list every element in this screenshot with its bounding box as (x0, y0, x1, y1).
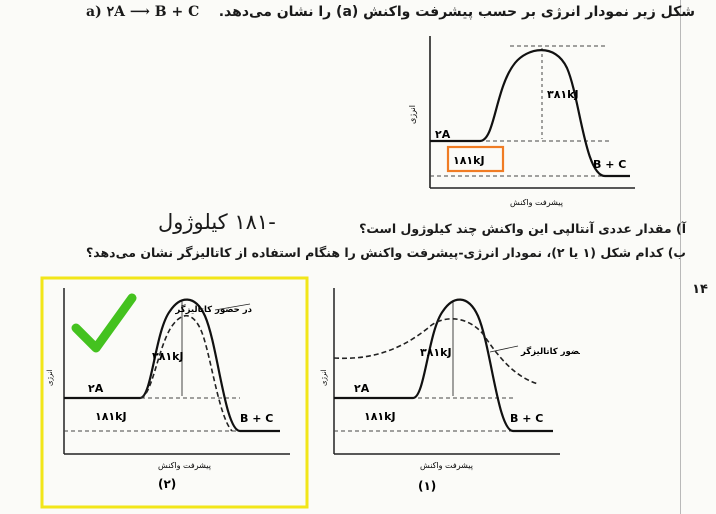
product-label: B + C (510, 412, 543, 425)
part-a-question: آ) مقدار عددی آنتالپی این واکنش چند کیلو… (359, 221, 686, 236)
x-axis-label: پیشرفت واکنش (158, 461, 211, 470)
enthalpy-label: ۱۸۱kJ (453, 154, 485, 167)
activation-energy-label: ۳۸۱kJ (420, 346, 452, 359)
x-axis-label: پیشرفت واکنش (420, 461, 473, 470)
chart-caption: (۱) (418, 479, 436, 493)
checkmark-icon (71, 293, 137, 353)
chart-caption: (۲) (158, 477, 176, 491)
reactant-label: ۲A (354, 382, 370, 395)
product-label: B + C (593, 158, 626, 171)
catalyst-label: در حضور کاتالیزگر (174, 304, 252, 315)
enthalpy-highlight-box (446, 145, 505, 173)
chart-2-catalyst-diagram: ۲A B + C ۳۸۱kJ ۱۸۱kJ در حضور کاتالیزگر ا… (40, 276, 309, 509)
catalyst-pointer (489, 345, 519, 353)
question-number: ۱۴ (692, 282, 708, 297)
catalyst-pointer (214, 303, 251, 311)
catalyzed-curve (139, 314, 233, 432)
energy-curve (430, 49, 630, 178)
question-header: a) ۲A ⟶ B + C شکل زیر نمودار انرژی بر حس… (86, 4, 695, 20)
enthalpy-label: ۱۸۱kJ (364, 410, 396, 423)
handwritten-answer: -۱۸۱ کیلوژول (158, 210, 276, 234)
reaction-equation: a) ۲A ⟶ B + C (86, 4, 200, 20)
reactant-label: ۲A (88, 382, 104, 395)
page-divider-line (680, 0, 681, 514)
question-text: شکل زیر نمودار انرژی بر حسب پیشرفت واکنش… (218, 4, 696, 20)
part-b-question: ب) کدام شکل (۱ یا ۲)، نمودار انرژی-پیشرف… (86, 245, 686, 260)
catalyzed-curve (333, 318, 539, 385)
x-axis-label: پیشرفت واکنش (510, 198, 563, 207)
selection-box (40, 276, 309, 509)
uncatalyzed-curve (64, 298, 280, 433)
y-axis-label: انرژی (46, 369, 54, 386)
product-label: B + C (240, 412, 273, 425)
top-energy-diagram: ۲A B + C ۳۸۱kJ ۱۸۱kJ انرژی پیشرفت واکنش (408, 36, 635, 207)
activation-energy-label: ۳۸۱kJ (547, 88, 579, 101)
reactant-label: ۲A (435, 128, 451, 141)
catalyst-label: در حضور کاتالیزگر (520, 346, 580, 357)
chart-1-catalyst-diagram: ۲A B + C ۳۸۱kJ ۱۸۱kJ در حضور کاتالیزگر ا… (320, 288, 580, 493)
y-axis-label: انرژی (320, 369, 328, 386)
uncatalyzed-curve (334, 298, 553, 433)
enthalpy-label: ۱۸۱kJ (95, 410, 127, 423)
activation-energy-label: ۳۸۱kJ (152, 350, 184, 363)
y-axis-label: انرژی (408, 105, 417, 124)
